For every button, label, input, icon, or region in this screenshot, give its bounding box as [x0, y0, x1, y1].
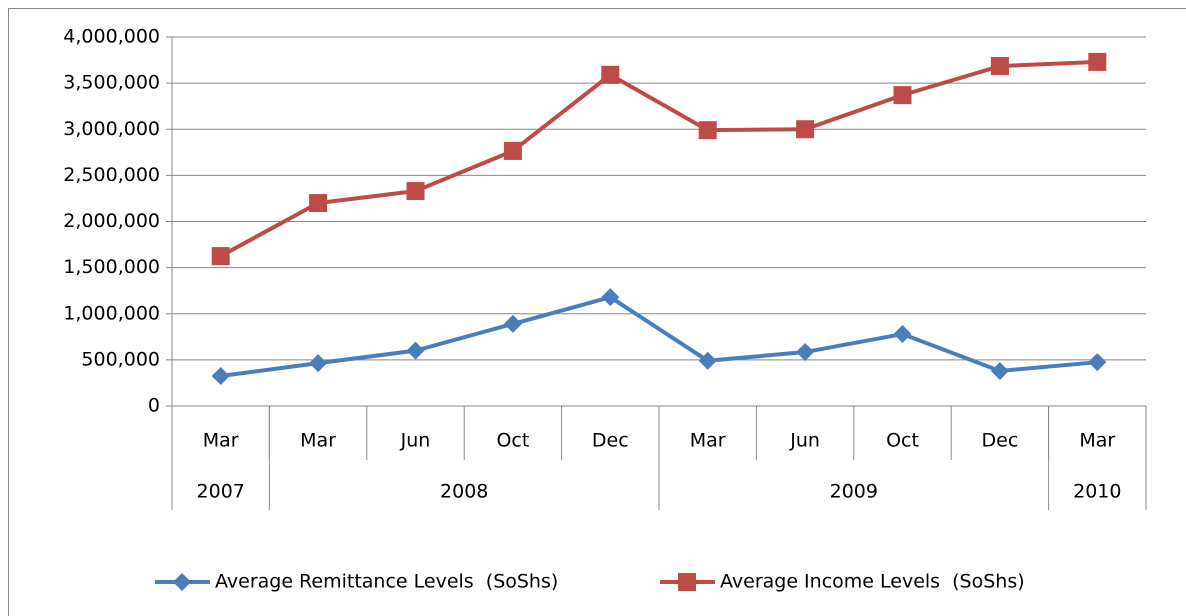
y-tick-label: 3,500,000	[63, 72, 160, 94]
point	[678, 573, 696, 591]
y-tick-label: 2,500,000	[63, 164, 160, 186]
point	[698, 351, 717, 370]
point	[893, 325, 912, 344]
point	[503, 314, 522, 333]
x-tick-label: Jun	[400, 430, 431, 452]
point	[1088, 353, 1107, 372]
x-tick-label: Mar	[203, 430, 239, 452]
series-line	[219, 59, 1098, 258]
x-tick-label: Mar	[690, 430, 726, 452]
point	[1088, 52, 1107, 71]
point	[406, 182, 425, 201]
x-tick-label: Oct	[496, 430, 529, 452]
x-tick-label: Dec	[592, 430, 629, 452]
series-line	[220, 294, 1098, 379]
point	[990, 57, 1009, 76]
point	[503, 141, 522, 160]
point	[990, 361, 1009, 380]
point	[211, 367, 230, 386]
x-tick-label: Jun	[789, 430, 820, 452]
x-group-label: 2007	[197, 481, 245, 503]
point	[601, 288, 620, 307]
y-tick-label: 4,000,000	[63, 26, 160, 48]
y-tick-label: 0	[148, 395, 160, 417]
point	[211, 247, 230, 266]
x-tick-label: Dec	[982, 430, 1019, 452]
y-tick-label: 1,500,000	[63, 256, 160, 278]
y-tick-label: 500,000	[81, 348, 160, 370]
point	[173, 573, 191, 591]
x-group-label: 2009	[830, 481, 878, 503]
x-tick-label: Mar	[1079, 430, 1115, 452]
legend-label: Average Remittance Levels (SoShs)	[215, 571, 558, 593]
point	[698, 121, 717, 140]
y-tick-label: 2,000,000	[63, 210, 160, 232]
point	[893, 86, 912, 105]
point	[601, 65, 620, 84]
x-group-label: 2008	[440, 481, 488, 503]
x-tick-label: Mar	[300, 430, 336, 452]
point	[309, 354, 328, 373]
chart-border	[8, 8, 1186, 616]
point	[406, 341, 425, 360]
x-tick-label: Oct	[886, 430, 919, 452]
legend-label: Average Income Levels (SoShs)	[720, 571, 1025, 593]
point	[309, 194, 328, 213]
point	[796, 120, 815, 139]
point	[796, 343, 815, 362]
x-group-label: 2010	[1073, 481, 1121, 503]
y-tick-label: 3,000,000	[63, 118, 160, 140]
y-tick-label: 1,000,000	[63, 302, 160, 324]
